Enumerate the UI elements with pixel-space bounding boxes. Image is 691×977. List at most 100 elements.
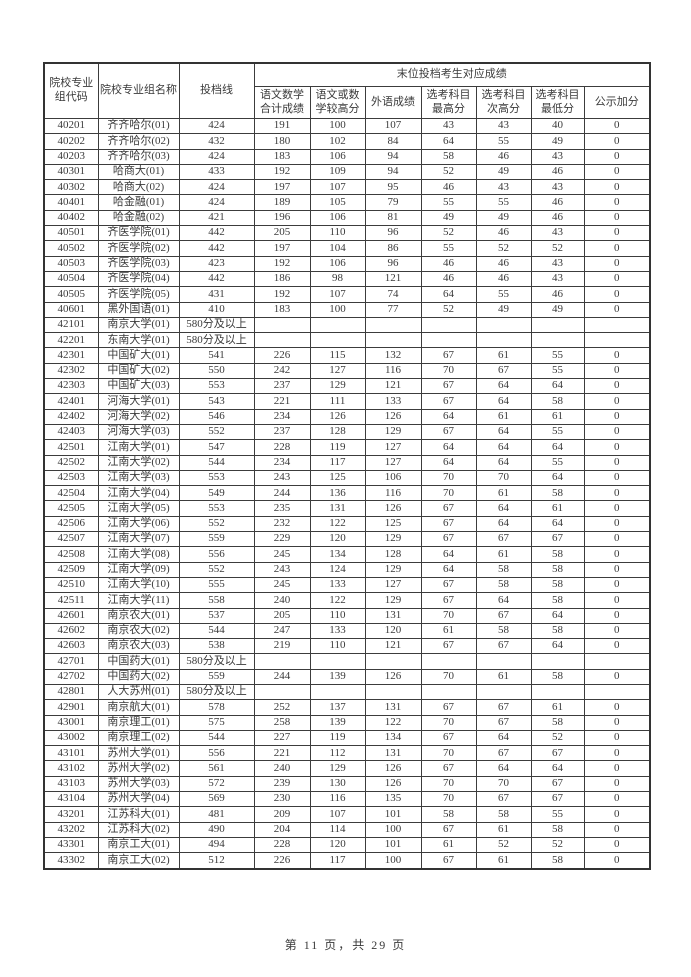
cell-chn-or-math-higher: 126 — [309, 408, 366, 425]
cell-chn-or-math-higher: 117 — [309, 454, 366, 471]
cell-elective-highest: 55 — [420, 240, 477, 257]
table-row: 43101 苏州大学(01) 556 221 112 131 70 67 67 0 — [43, 745, 651, 762]
cell-public-bonus: 0 — [583, 714, 651, 731]
cell-code: 43201 — [43, 806, 99, 823]
cell-chn-math-total: 205 — [253, 225, 311, 242]
cell-elective-second-highest — [475, 683, 532, 701]
cell-chn-or-math-higher — [309, 332, 366, 349]
cell-chn-math-total: 197 — [253, 240, 311, 257]
cell-name: 河海大学(03) — [97, 423, 180, 441]
cell-elective-second-highest: 43 — [475, 117, 532, 135]
cell-chn-math-total: 244 — [253, 668, 311, 685]
page-footer: 第 11 页，共 29 页 — [284, 938, 407, 952]
cell-name: 哈商大(01) — [97, 163, 180, 181]
cell-chn-math-total: 183 — [253, 148, 311, 165]
cell-line: 580分及以上 — [178, 332, 255, 349]
cell-elective-second-highest: 64 — [475, 592, 532, 609]
cell-elective-highest: 67 — [420, 393, 477, 410]
header-col-name: 院校专业组名称 — [97, 62, 180, 119]
table-row: 42901 南京航大(01) 578 252 137 131 67 67 61 0 — [43, 699, 651, 716]
cell-line: 559 — [178, 668, 255, 685]
cell-elective-highest: 67 — [420, 423, 477, 441]
cell-chn-or-math-higher: 124 — [309, 561, 366, 578]
table-row: 42507 江南大学(07) 559 229 120 129 67 67 67 0 — [43, 531, 651, 548]
cell-name: 苏州大学(02) — [97, 760, 180, 777]
cell-public-bonus — [583, 316, 651, 334]
cell-elective-lowest: 58 — [530, 561, 585, 578]
cell-public-bonus: 0 — [583, 469, 651, 487]
cell-chn-or-math-higher: 106 — [309, 255, 366, 272]
cell-chn-math-total: 186 — [253, 270, 311, 288]
cell-line: 537 — [178, 607, 255, 624]
cell-elective-highest: 67 — [420, 592, 477, 609]
cell-elective-second-highest: 67 — [475, 638, 532, 655]
cell-foreign-lang: 126 — [364, 760, 422, 777]
cell-foreign-lang: 77 — [364, 301, 422, 318]
cell-chn-or-math-higher: 107 — [309, 806, 366, 823]
cell-elective-highest: 70 — [420, 362, 477, 380]
cell-foreign-lang — [364, 653, 422, 670]
cell-code: 42101 — [43, 316, 99, 334]
cell-chn-math-total — [253, 653, 311, 670]
cell-chn-math-total: 229 — [253, 531, 311, 548]
cell-elective-highest: 70 — [420, 607, 477, 624]
cell-elective-highest: 46 — [420, 255, 477, 272]
cell-elective-lowest: 64 — [530, 515, 585, 533]
cell-elective-highest: 58 — [420, 806, 477, 823]
table-row: 43102 苏州大学(02) 561 240 129 126 67 64 64 0 — [43, 760, 651, 777]
cell-public-bonus: 0 — [583, 546, 651, 563]
cell-line: 547 — [178, 439, 255, 456]
cell-code: 42508 — [43, 546, 99, 563]
cell-elective-highest: 52 — [420, 163, 477, 181]
cell-elective-highest: 64 — [420, 133, 477, 150]
cell-foreign-lang: 129 — [364, 592, 422, 609]
cell-chn-or-math-higher: 127 — [309, 362, 366, 380]
cell-code: 40301 — [43, 163, 99, 181]
cell-elective-second-highest: 55 — [475, 133, 532, 150]
cell-name: 中国矿大(03) — [97, 378, 180, 395]
cell-chn-math-total: 234 — [253, 408, 311, 425]
cell-elective-lowest — [530, 332, 585, 349]
cell-public-bonus — [583, 332, 651, 349]
cell-chn-math-total: 258 — [253, 714, 311, 731]
cell-name: 江南大学(11) — [97, 592, 180, 609]
cell-name: 南京理工(01) — [97, 714, 180, 731]
cell-chn-math-total: 183 — [253, 301, 311, 318]
cell-elective-second-highest: 61 — [475, 546, 532, 563]
cell-name: 齐医学院(05) — [97, 286, 180, 303]
cell-code: 42401 — [43, 393, 99, 410]
cell-elective-lowest: 58 — [530, 714, 585, 731]
cell-chn-math-total — [253, 683, 311, 701]
cell-name: 江苏科大(02) — [97, 821, 180, 838]
cell-public-bonus: 0 — [583, 745, 651, 762]
cell-elective-lowest — [530, 653, 585, 670]
cell-line: 550 — [178, 362, 255, 380]
cell-elective-highest: 70 — [420, 791, 477, 808]
cell-chn-math-total: 243 — [253, 469, 311, 487]
cell-name: 哈金融(01) — [97, 194, 180, 211]
cell-chn-math-total: 245 — [253, 546, 311, 563]
table-row: 42302 中国矿大(02) 550 242 127 116 70 67 55 0 — [43, 362, 651, 380]
cell-line: 580分及以上 — [178, 316, 255, 334]
cell-elective-lowest: 43 — [530, 225, 585, 242]
cell-line: 421 — [178, 209, 255, 227]
table-row: 42601 南京农大(01) 537 205 110 131 70 67 64 0 — [43, 607, 651, 624]
cell-foreign-lang: 116 — [364, 485, 422, 502]
cell-foreign-lang: 129 — [364, 531, 422, 548]
cell-elective-lowest: 58 — [530, 668, 585, 685]
table-row: 40203 齐齐哈尔(03) 424 183 106 94 58 46 43 0 — [43, 148, 651, 165]
cell-name: 南京农大(03) — [97, 638, 180, 655]
cell-public-bonus: 0 — [583, 408, 651, 425]
cell-foreign-lang: 81 — [364, 209, 422, 227]
cell-chn-or-math-higher: 139 — [309, 714, 366, 731]
cell-foreign-lang: 126 — [364, 408, 422, 425]
cell-foreign-lang: 101 — [364, 806, 422, 823]
cell-name: 江苏科大(01) — [97, 806, 180, 823]
cell-foreign-lang: 127 — [364, 439, 422, 456]
cell-foreign-lang: 126 — [364, 500, 422, 517]
table-row: 43002 南京理工(02) 544 227 119 134 67 64 52 0 — [43, 729, 651, 747]
cell-elective-highest: 70 — [420, 485, 477, 502]
cell-code: 43102 — [43, 760, 99, 777]
cell-elective-highest: 64 — [420, 408, 477, 425]
cell-elective-highest: 67 — [420, 515, 477, 533]
